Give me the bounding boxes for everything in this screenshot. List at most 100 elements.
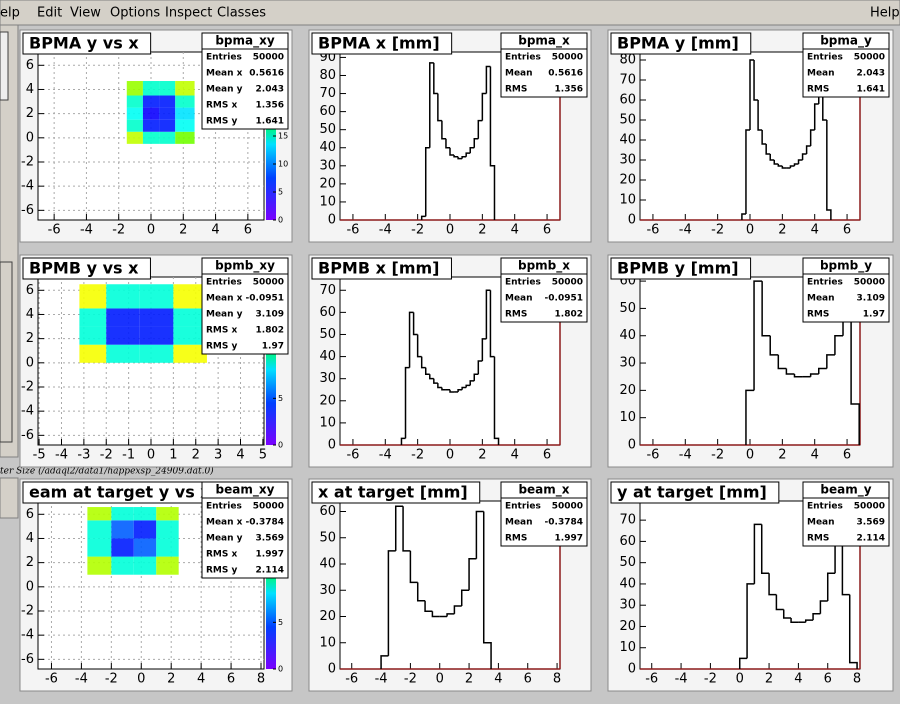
x-tick-label: -2 [112, 223, 125, 238]
x-tick-label: 2 [778, 223, 786, 238]
side-panel [0, 477, 19, 519]
stats-value: 2.114 [256, 566, 284, 576]
z-tick-label: 15 [278, 132, 288, 141]
pad: -6 -4 -2 0 2 4 6 8 0 10 20 30 40 50 60 70 y at target [m… [607, 478, 894, 692]
histogram-bin [793, 163, 799, 166]
histogram-bin [453, 605, 462, 614]
title-box [610, 481, 780, 504]
x-tick-label: 2 [778, 448, 786, 463]
y-tick-label: 20 [319, 176, 336, 191]
x-tick-label: -4 [379, 223, 392, 238]
stats-value: 3.109 [256, 310, 284, 320]
x-tick-label: 0 [746, 448, 754, 463]
stats-value: 3.569 [857, 518, 885, 528]
pad-title: BPMA x [mm] [318, 34, 440, 53]
z-tick-label: 0 [278, 665, 283, 674]
histogram-bin [826, 120, 832, 220]
stats-label: RMS y [206, 566, 238, 576]
density-cell [159, 95, 176, 108]
density-cell [156, 556, 179, 575]
histogram-bin [420, 356, 426, 369]
histogram-bin [420, 215, 426, 220]
x-tick-label: 0 [147, 448, 155, 463]
x-tick-label: -2 [711, 223, 724, 238]
stats-label: RMS x [206, 101, 238, 111]
density-cell [139, 326, 174, 345]
menu-item[interactable]: Inspect [165, 6, 212, 21]
title-box [22, 32, 152, 55]
menu-item[interactable]: Edit [37, 6, 62, 21]
density-cell [133, 538, 157, 557]
density-cell [126, 119, 143, 132]
density-cell [159, 131, 176, 144]
stats-label: Mean y [206, 310, 243, 320]
stats-value: 1.356 [555, 85, 583, 95]
x-tick-label: 4 [511, 448, 519, 463]
histogram-bin [446, 613, 455, 617]
histogram-bin [477, 119, 483, 139]
y-tick-label: 30 [619, 153, 636, 168]
histogram-bin [761, 281, 771, 337]
density-cell [175, 81, 195, 96]
histogram-bin [819, 600, 828, 614]
stats-label: RMS [505, 534, 527, 544]
title-box [610, 257, 752, 280]
histogram-bin [394, 505, 404, 551]
stats-value: 50000 [552, 502, 583, 512]
x-tick-label: 2 [478, 448, 486, 463]
y-tick-label: 2 [26, 555, 34, 570]
x-tick-label: -6 [646, 223, 659, 238]
density-cell [173, 308, 207, 327]
x-tick-label: 2 [167, 672, 175, 687]
x-tick-label: 4 [236, 448, 244, 463]
density-cell [159, 119, 176, 132]
density-cell [173, 284, 207, 309]
pad: -6 -4 -2 0 2 4 6 8 0 10 20 30 40 50 60 x at target [mm]… [308, 478, 592, 692]
z-tick-label: 5 [278, 394, 283, 403]
stats-label: Mean y [206, 534, 243, 544]
density-cell [106, 344, 140, 363]
histogram-bin [477, 360, 483, 375]
menu-help[interactable]: Help [870, 6, 900, 21]
color-scale [266, 277, 276, 445]
menu-item[interactable]: Classes [217, 6, 266, 21]
pad-title: y at target [mm] [617, 483, 767, 502]
stats-value: 1.802 [555, 310, 583, 320]
stats-label: Entries [505, 502, 541, 512]
histogram-bin [468, 558, 477, 591]
density-cell [79, 326, 107, 345]
menu-item[interactable]: View [70, 6, 101, 21]
histogram-bin [433, 62, 438, 95]
histogram-bin [804, 619, 814, 623]
x-tick-label: 6 [543, 223, 551, 238]
x-tick-label: -4 [675, 672, 688, 687]
density-cell [111, 556, 134, 575]
stats-label: Mean [505, 69, 533, 79]
density-cell [156, 520, 179, 539]
menu-bar [0, 0, 900, 26]
histogram-bin [769, 335, 779, 356]
density-cell [159, 107, 176, 120]
stats-box [802, 481, 890, 547]
y-tick-label: 6 [26, 283, 34, 298]
pad-title: BPMB y [mm] [617, 259, 739, 278]
histogram-bin [493, 356, 500, 445]
histogram-bin [768, 573, 777, 596]
y-tick-label: 60 [619, 534, 636, 549]
stats-value: -0.0951 [246, 294, 284, 304]
menu-item[interactable]: elp [0, 6, 20, 21]
y-tick-label: 10 [319, 635, 336, 650]
density-cell [133, 507, 157, 521]
x-tick-label: 4 [197, 672, 205, 687]
stats-name: beam_xy [216, 483, 275, 498]
y-tick-label: 0 [628, 213, 636, 228]
stats-value: 50000 [552, 53, 583, 63]
density-cell [156, 507, 179, 521]
histogram-bin [429, 374, 434, 380]
stats-name: bpmb_x [518, 259, 570, 274]
stats-value: -0.3784 [246, 518, 284, 528]
histogram-bin [769, 154, 775, 161]
menu-item[interactable]: Options [110, 6, 160, 21]
